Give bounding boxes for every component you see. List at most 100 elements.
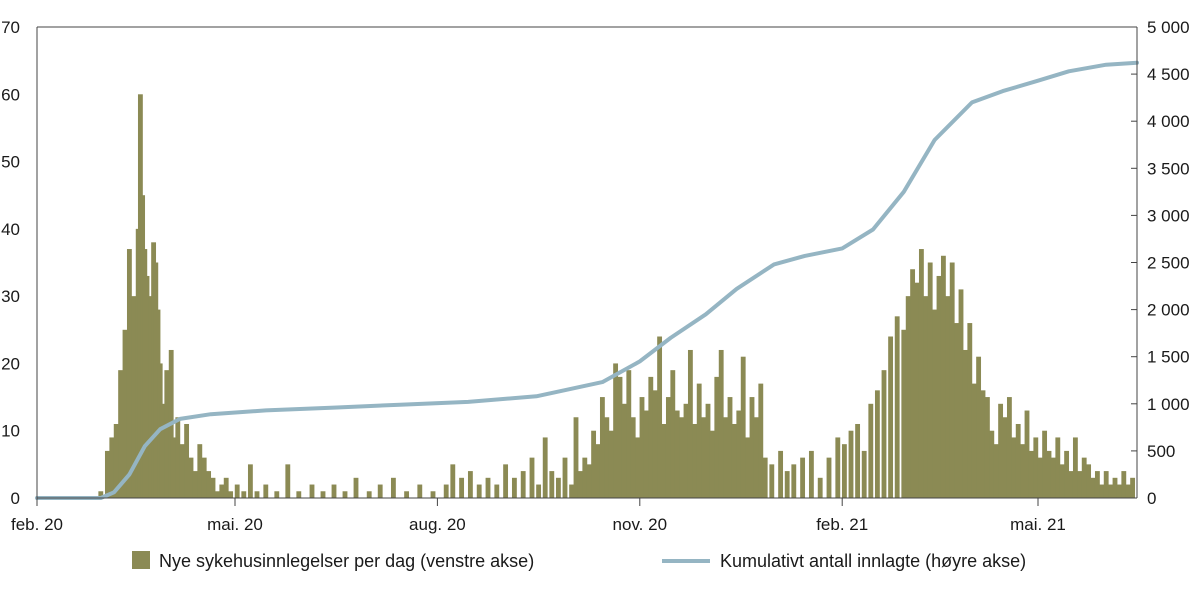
bar <box>808 450 814 498</box>
bar <box>549 471 555 498</box>
bar <box>555 477 561 498</box>
bar <box>144 275 150 498</box>
bar <box>661 423 667 498</box>
bar <box>621 403 627 498</box>
bar <box>958 289 964 498</box>
bar <box>826 457 832 498</box>
bar <box>1112 477 1118 498</box>
bar <box>648 376 654 498</box>
bar <box>179 444 185 498</box>
right-tick-label: 1 000 <box>1147 395 1190 414</box>
bar <box>1020 444 1026 498</box>
bar <box>855 423 861 498</box>
bar <box>118 370 124 498</box>
bar <box>285 464 291 498</box>
bar <box>542 437 548 498</box>
bar <box>940 255 946 498</box>
bar <box>201 457 207 498</box>
left-tick-label: 50 <box>1 153 20 172</box>
bar <box>223 477 229 498</box>
bar <box>967 323 973 498</box>
bar <box>98 491 104 498</box>
bar <box>727 397 733 498</box>
bar <box>945 296 951 498</box>
bar <box>476 484 482 498</box>
left-tick-label: 0 <box>11 489 20 508</box>
bar <box>1103 471 1109 498</box>
bar <box>696 383 702 498</box>
x-tick-label: nov. 20 <box>613 515 668 534</box>
bar <box>1108 484 1114 498</box>
left-tick-label: 10 <box>1 422 20 441</box>
bar <box>745 437 751 498</box>
bar <box>1116 484 1122 498</box>
right-tick-label: 2 500 <box>1147 254 1190 273</box>
left-tick-label: 20 <box>1 354 20 373</box>
bar <box>1015 423 1021 498</box>
bar <box>104 450 110 498</box>
bar <box>377 484 383 498</box>
bar <box>841 444 847 498</box>
bar <box>989 430 995 498</box>
x-tick-label: mai. 20 <box>207 515 263 534</box>
right-tick-label: 4 000 <box>1147 112 1190 131</box>
right-y-axis-ticks: 0 500 1 000 1 500 2 000 2 500 3 000 3 500 4 000 4… <box>1131 18 1190 508</box>
bar <box>643 410 649 498</box>
bar <box>450 464 456 498</box>
bar <box>485 477 491 498</box>
right-tick-label: 500 <box>1147 442 1175 461</box>
bar <box>599 397 605 498</box>
bar <box>888 336 894 498</box>
bar <box>905 296 911 498</box>
right-tick-label: 3 500 <box>1147 159 1190 178</box>
bar <box>210 477 216 498</box>
x-tick-label: mai. 21 <box>1010 515 1066 534</box>
bar <box>263 484 269 498</box>
bar <box>113 423 119 498</box>
left-y-axis-ticks: 0 10 20 30 40 50 60 70 <box>1 18 20 508</box>
bar-series-daily-admissions <box>98 94 1136 499</box>
bar <box>758 383 764 498</box>
bar <box>562 457 568 498</box>
bar <box>443 484 449 498</box>
legend-label-line: Kumulativt antall innlagte (høyre akse) <box>720 551 1026 571</box>
bar <box>657 336 663 498</box>
bar <box>626 370 632 498</box>
bar <box>1068 471 1074 498</box>
bar <box>219 484 225 498</box>
bar <box>753 417 759 498</box>
bar <box>1037 457 1043 498</box>
bar <box>214 491 220 498</box>
bar <box>784 471 790 498</box>
bar <box>1059 464 1065 498</box>
bar <box>1002 417 1008 498</box>
bar <box>247 464 253 498</box>
bar <box>569 484 575 498</box>
bar <box>701 417 707 498</box>
bar <box>848 430 854 498</box>
bar <box>980 390 986 498</box>
bar <box>241 491 247 498</box>
bar <box>131 296 137 498</box>
bar <box>591 430 597 498</box>
bar <box>417 484 423 498</box>
bar <box>630 417 636 498</box>
bar <box>778 450 784 498</box>
x-tick-label: feb. 20 <box>11 515 63 534</box>
bar <box>984 397 990 498</box>
bar <box>353 477 359 498</box>
right-tick-label: 3 000 <box>1147 206 1190 225</box>
bar <box>390 477 396 498</box>
bar <box>894 316 900 498</box>
bar <box>918 249 924 498</box>
bar <box>1077 471 1083 498</box>
bar <box>1072 437 1078 498</box>
bar <box>1064 450 1070 498</box>
bar <box>976 356 982 498</box>
bar <box>683 403 689 498</box>
bar <box>126 249 132 498</box>
bar <box>1006 397 1012 498</box>
bar <box>188 457 194 498</box>
bar <box>1099 484 1105 498</box>
bar <box>159 403 165 498</box>
